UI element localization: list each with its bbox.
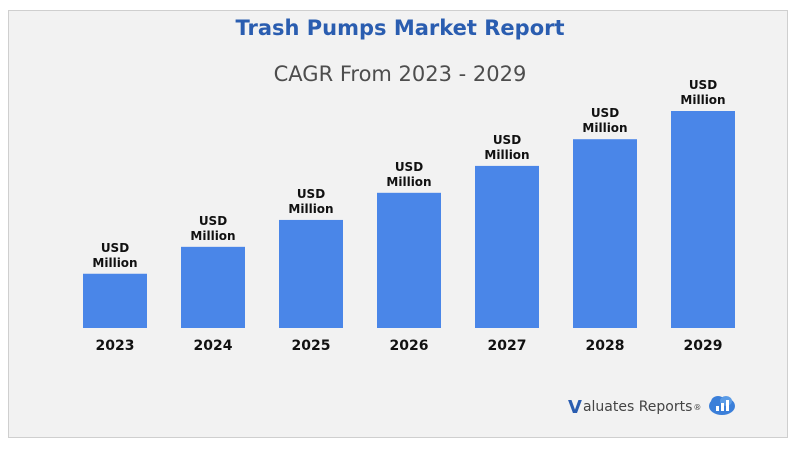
data-label-2023-currency: USD (101, 241, 129, 255)
cloud-chart-icon (707, 393, 737, 421)
x-tick-label-2023: 2023 (96, 338, 135, 354)
logo-registered: ® (693, 402, 702, 412)
data-label-2028-unit: Million (582, 121, 627, 135)
bar-2026 (377, 192, 441, 328)
data-label-2029-unit: Million (680, 93, 725, 107)
x-tick-label-2027: 2027 (488, 338, 527, 354)
chart-title: Trash Pumps Market Report (235, 16, 565, 40)
bar-2028 (573, 139, 637, 328)
x-tick-label-2024: 2024 (194, 338, 233, 354)
bar-2029 (671, 111, 735, 328)
data-label-2029-currency: USD (689, 78, 717, 92)
bar-2023 (83, 273, 147, 328)
logo-name: aluates Reports (582, 399, 693, 415)
data-label-2026-currency: USD (395, 160, 423, 174)
bar-2025 (279, 219, 343, 328)
data-label-2024-currency: USD (199, 214, 227, 228)
data-label-2027-currency: USD (493, 133, 521, 147)
valuates-reports-logo: V aluates Reports ® (568, 393, 737, 421)
bar-2027 (475, 165, 539, 328)
data-label-2025-unit: Million (288, 202, 333, 216)
data-label-2026-unit: Million (386, 175, 431, 189)
data-label-2025-currency: USD (297, 187, 325, 201)
x-tick-label-2028: 2028 (586, 338, 625, 354)
data-label-2023-unit: Million (92, 256, 137, 270)
x-tick-label-2029: 2029 (684, 338, 723, 354)
logo-v: V (568, 396, 582, 418)
data-label-2027-unit: Million (484, 148, 529, 162)
bar-2024 (181, 246, 245, 328)
x-tick-label-2025: 2025 (292, 338, 331, 354)
x-tick-label-2026: 2026 (390, 338, 429, 354)
data-label-2024-unit: Million (190, 229, 235, 243)
chart-subtitle: CAGR From 2023 - 2029 (273, 62, 527, 86)
data-label-2028-currency: USD (591, 106, 619, 120)
